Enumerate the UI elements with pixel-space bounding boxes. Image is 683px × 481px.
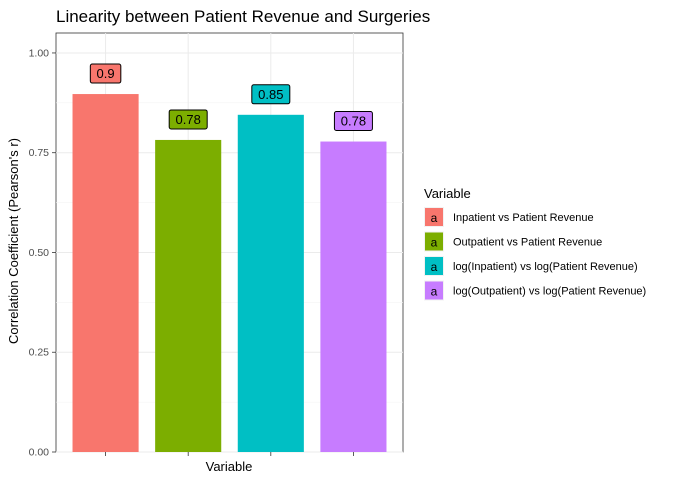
bars: [72, 94, 387, 453]
y-tick-label: 1.00: [29, 47, 50, 59]
legend: Variable a Inpatient vs Patient Revenue a O…: [424, 186, 646, 301]
legend-item: a Outpatient vs Patient Revenue: [424, 231, 602, 252]
legend-label: log(Inpatient) vs log(Patient Revenue): [453, 261, 638, 273]
x-axis: [105, 452, 354, 456]
bar: [320, 141, 387, 452]
data-label-text: 0.78: [176, 112, 201, 127]
legend-label: log(Outpatient) vs log(Patient Revenue): [453, 286, 646, 298]
legend-item: a Inpatient vs Patient Revenue: [424, 207, 594, 227]
legend-label: Inpatient vs Patient Revenue: [453, 212, 594, 224]
legend-key-swatch: [425, 208, 443, 226]
legend-title: Variable: [424, 186, 471, 201]
data-label-text: 0.85: [258, 87, 283, 102]
legend-key-glyph: a: [431, 211, 438, 225]
data-label: 0.78: [333, 111, 373, 132]
bar: [72, 94, 139, 452]
data-label: 0.78: [168, 109, 208, 130]
y-tick-label: 0.00: [29, 447, 50, 459]
data-label: 0.85: [251, 84, 291, 105]
legend-item: a log(Inpatient) vs log(Patient Revenue): [424, 256, 638, 276]
x-axis-title: Variable: [206, 459, 253, 474]
y-tick-label: 0.75: [29, 147, 50, 159]
legend-key-swatch: [425, 257, 443, 275]
data-label: 0.9: [89, 63, 122, 84]
y-tick-label: 0.25: [29, 347, 50, 359]
data-labels: 0.9 0.78 0.85 0.78: [89, 63, 373, 132]
plot-panel: 0.9 0.78 0.85 0.78: [55, 32, 404, 453]
data-label-text: 0.9: [97, 66, 115, 81]
legend-key-swatch: [425, 232, 443, 251]
bar: [237, 114, 304, 453]
y-tick-label: 0.50: [29, 247, 50, 259]
data-label-box: [168, 109, 208, 130]
y-axis: 0.00 0.25 0.50 0.75 1.00: [29, 47, 56, 459]
data-label-box: [251, 84, 291, 105]
legend-key-glyph: a: [431, 236, 438, 250]
legend-label: Outpatient vs Patient Revenue: [453, 237, 602, 249]
bar: [155, 139, 222, 452]
legend-key-swatch: [425, 281, 443, 300]
legend-item: a log(Outpatient) vs log(Patient Revenue): [424, 280, 646, 301]
data-label-box: [89, 63, 122, 84]
legend-key-glyph: a: [431, 285, 438, 299]
data-label-text: 0.78: [341, 114, 366, 129]
y-axis-title: Correlation Coefficient (Pearson's r): [6, 138, 21, 344]
legend-key-glyph: a: [431, 260, 438, 274]
data-label-box: [333, 111, 373, 132]
chart-title: Linearity between Patient Revenue and Su…: [56, 7, 430, 26]
